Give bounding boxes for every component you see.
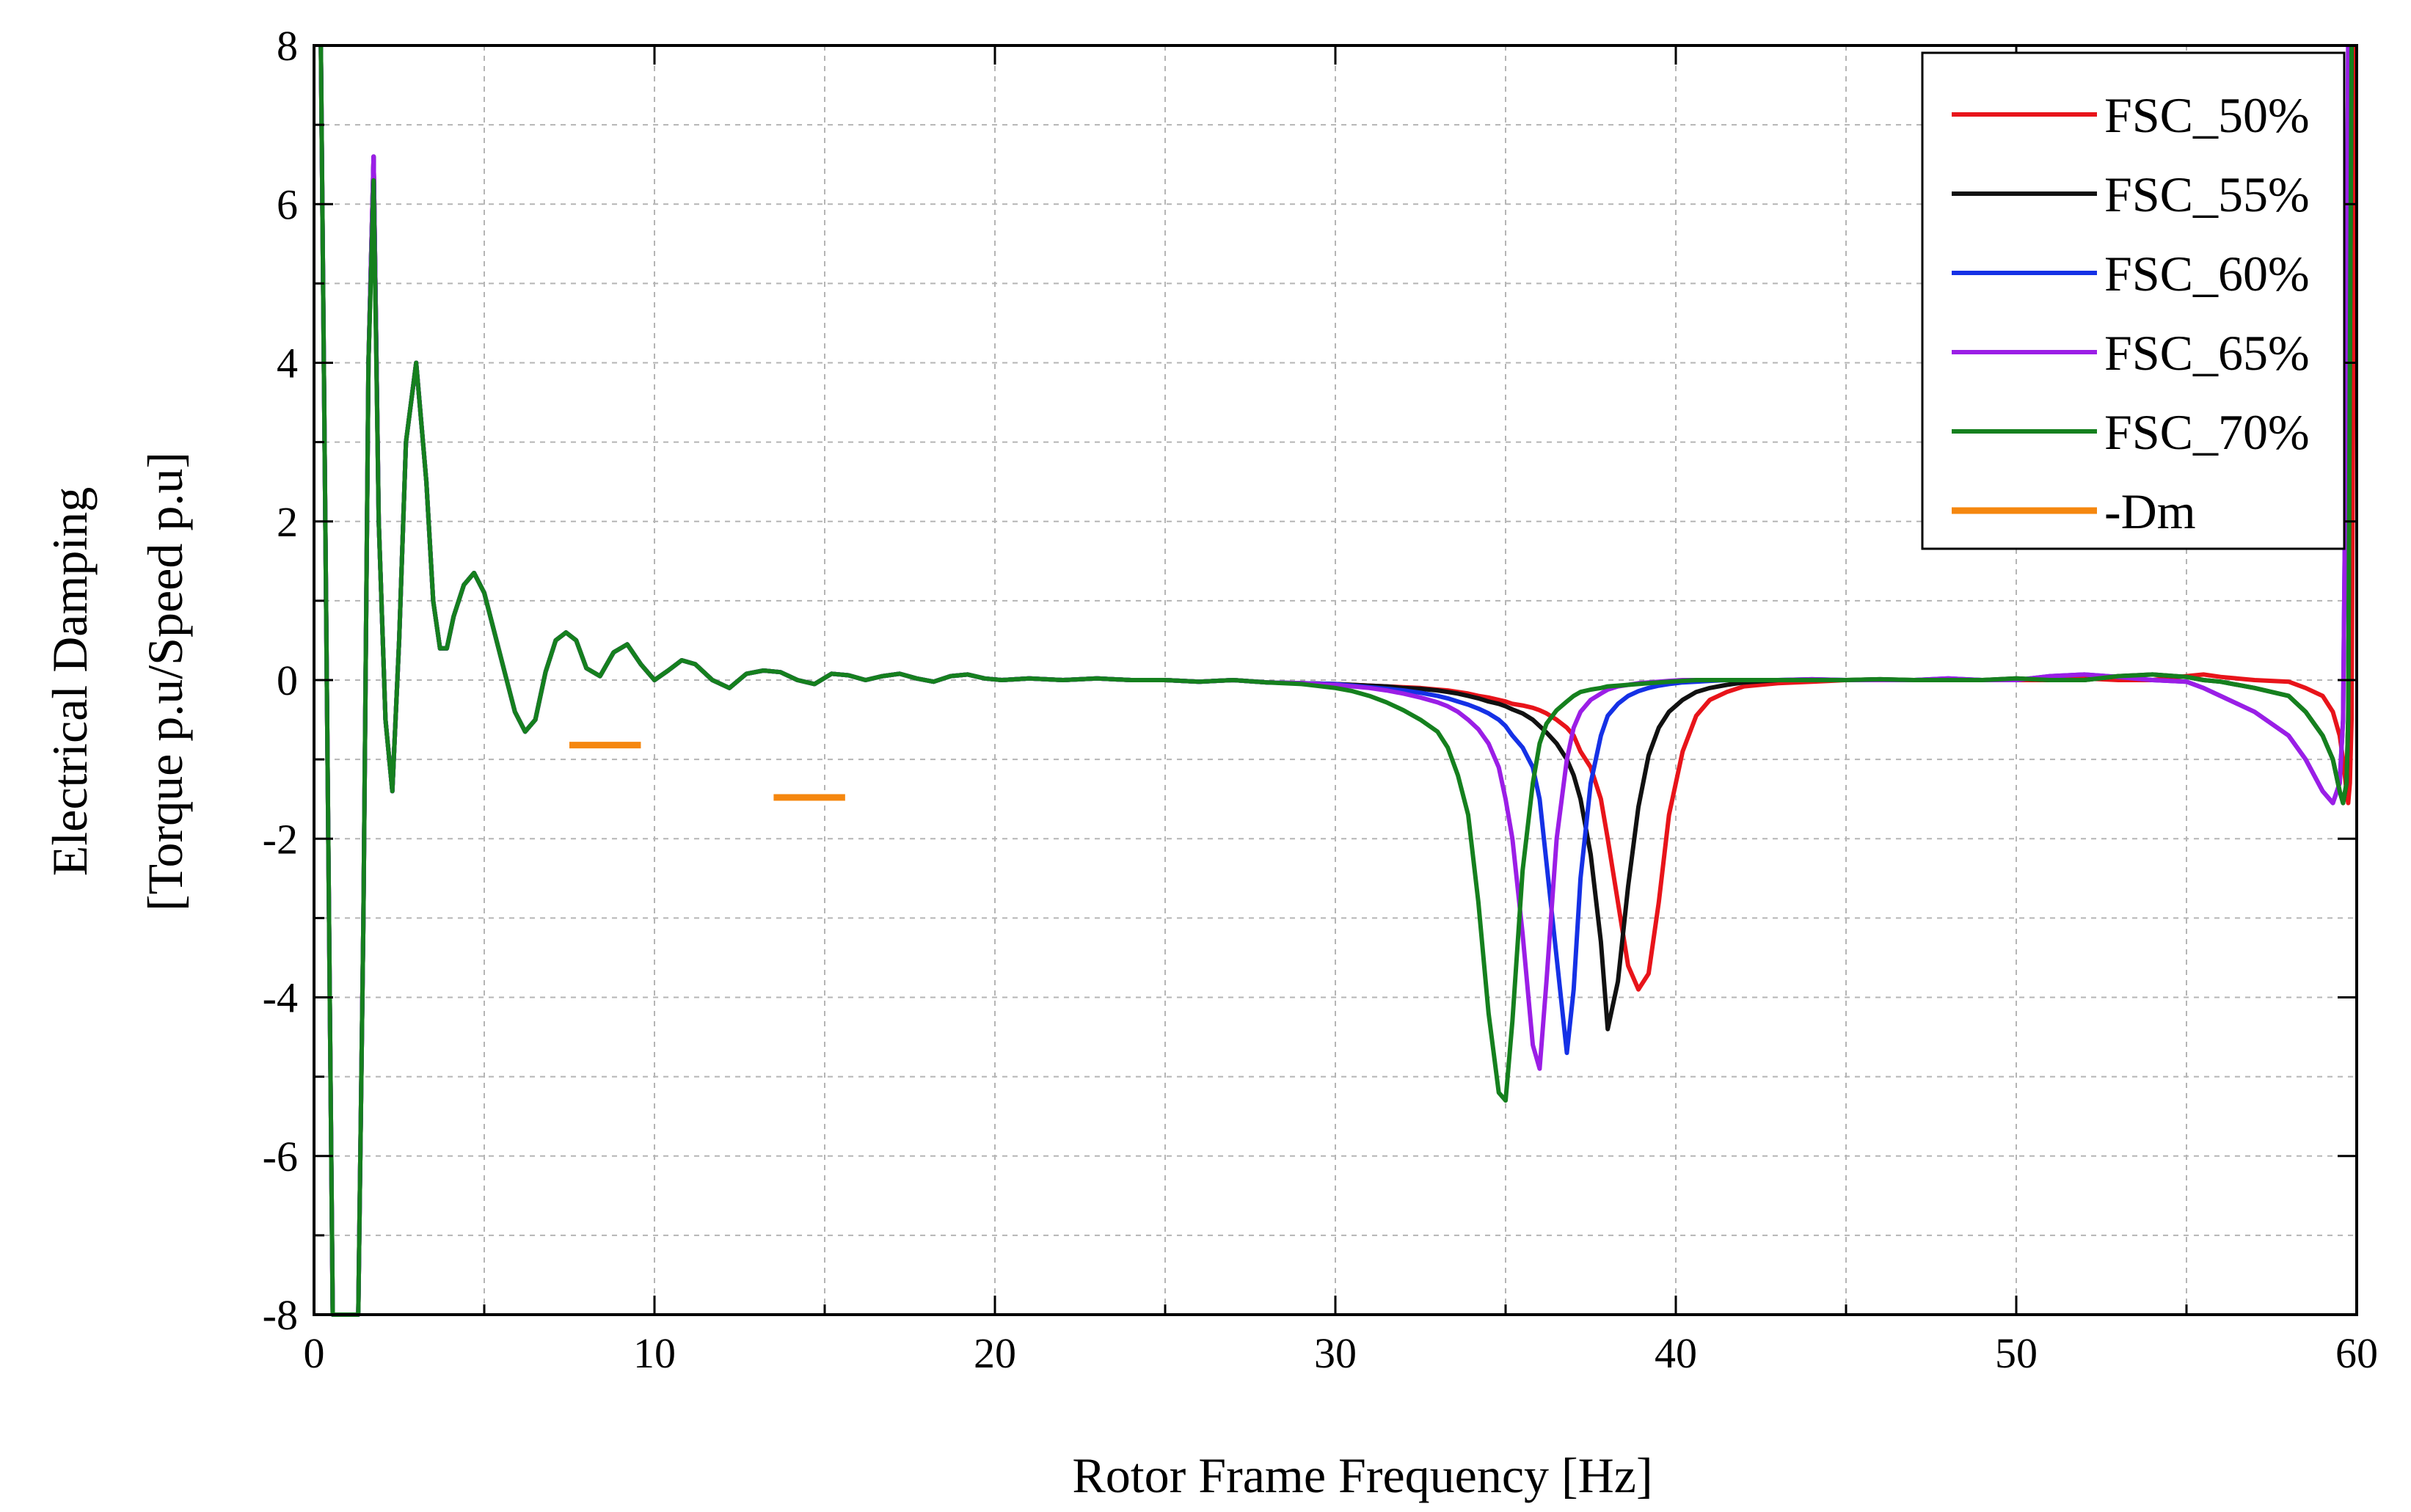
- series-lines: [318, 45, 2357, 1317]
- x-tick-label: 10: [633, 1329, 676, 1377]
- axes: 0 10 20 30 40 50 60 -8 -6 -4 -2 0 2 4 6 8: [263, 22, 2378, 1377]
- y-axis-title-line2: [Torque p.u/Speed p.u]: [137, 452, 193, 911]
- legend-label: FSC_70%: [2104, 404, 2310, 460]
- legend-label: FSC_55%: [2104, 167, 2310, 222]
- x-tick-label: 0: [304, 1329, 325, 1377]
- y-tick-label: -4: [263, 974, 298, 1022]
- y-tick-label: 4: [277, 340, 298, 387]
- y-tick-label: 0: [277, 657, 298, 704]
- legend: FSC_50% FSC_55% FSC_60% FSC_65% FSC_70% -Dm: [1921, 51, 2346, 550]
- x-tick-label: 50: [1995, 1329, 2038, 1377]
- legend-label: -Dm: [2104, 483, 2196, 539]
- y-tick-label: -2: [263, 815, 298, 863]
- y-tick-label: 2: [277, 498, 298, 546]
- y-axis-title-line1: Electrical Damping: [42, 487, 98, 877]
- y-tick-label: 8: [277, 22, 298, 70]
- y-tick-label: -6: [263, 1133, 298, 1180]
- x-tick-label: 60: [2335, 1329, 2378, 1377]
- legend-label: FSC_60%: [2104, 246, 2310, 302]
- series-line-fsc-70-: [318, 45, 2354, 1317]
- legend-label: FSC_50%: [2104, 87, 2310, 143]
- grid-lines: [314, 45, 2357, 1315]
- legend-box: [1921, 51, 2346, 550]
- x-tick-label: 30: [1314, 1329, 1357, 1377]
- x-tick-label: 20: [974, 1329, 1016, 1377]
- y-tick-label: 6: [277, 180, 298, 228]
- y-tick-label: -8: [263, 1291, 298, 1339]
- x-tick-label: 40: [1655, 1329, 1697, 1377]
- x-axis-title: Rotor Frame Frequency [Hz]: [1072, 1447, 1652, 1503]
- legend-label: FSC_65%: [2104, 325, 2310, 381]
